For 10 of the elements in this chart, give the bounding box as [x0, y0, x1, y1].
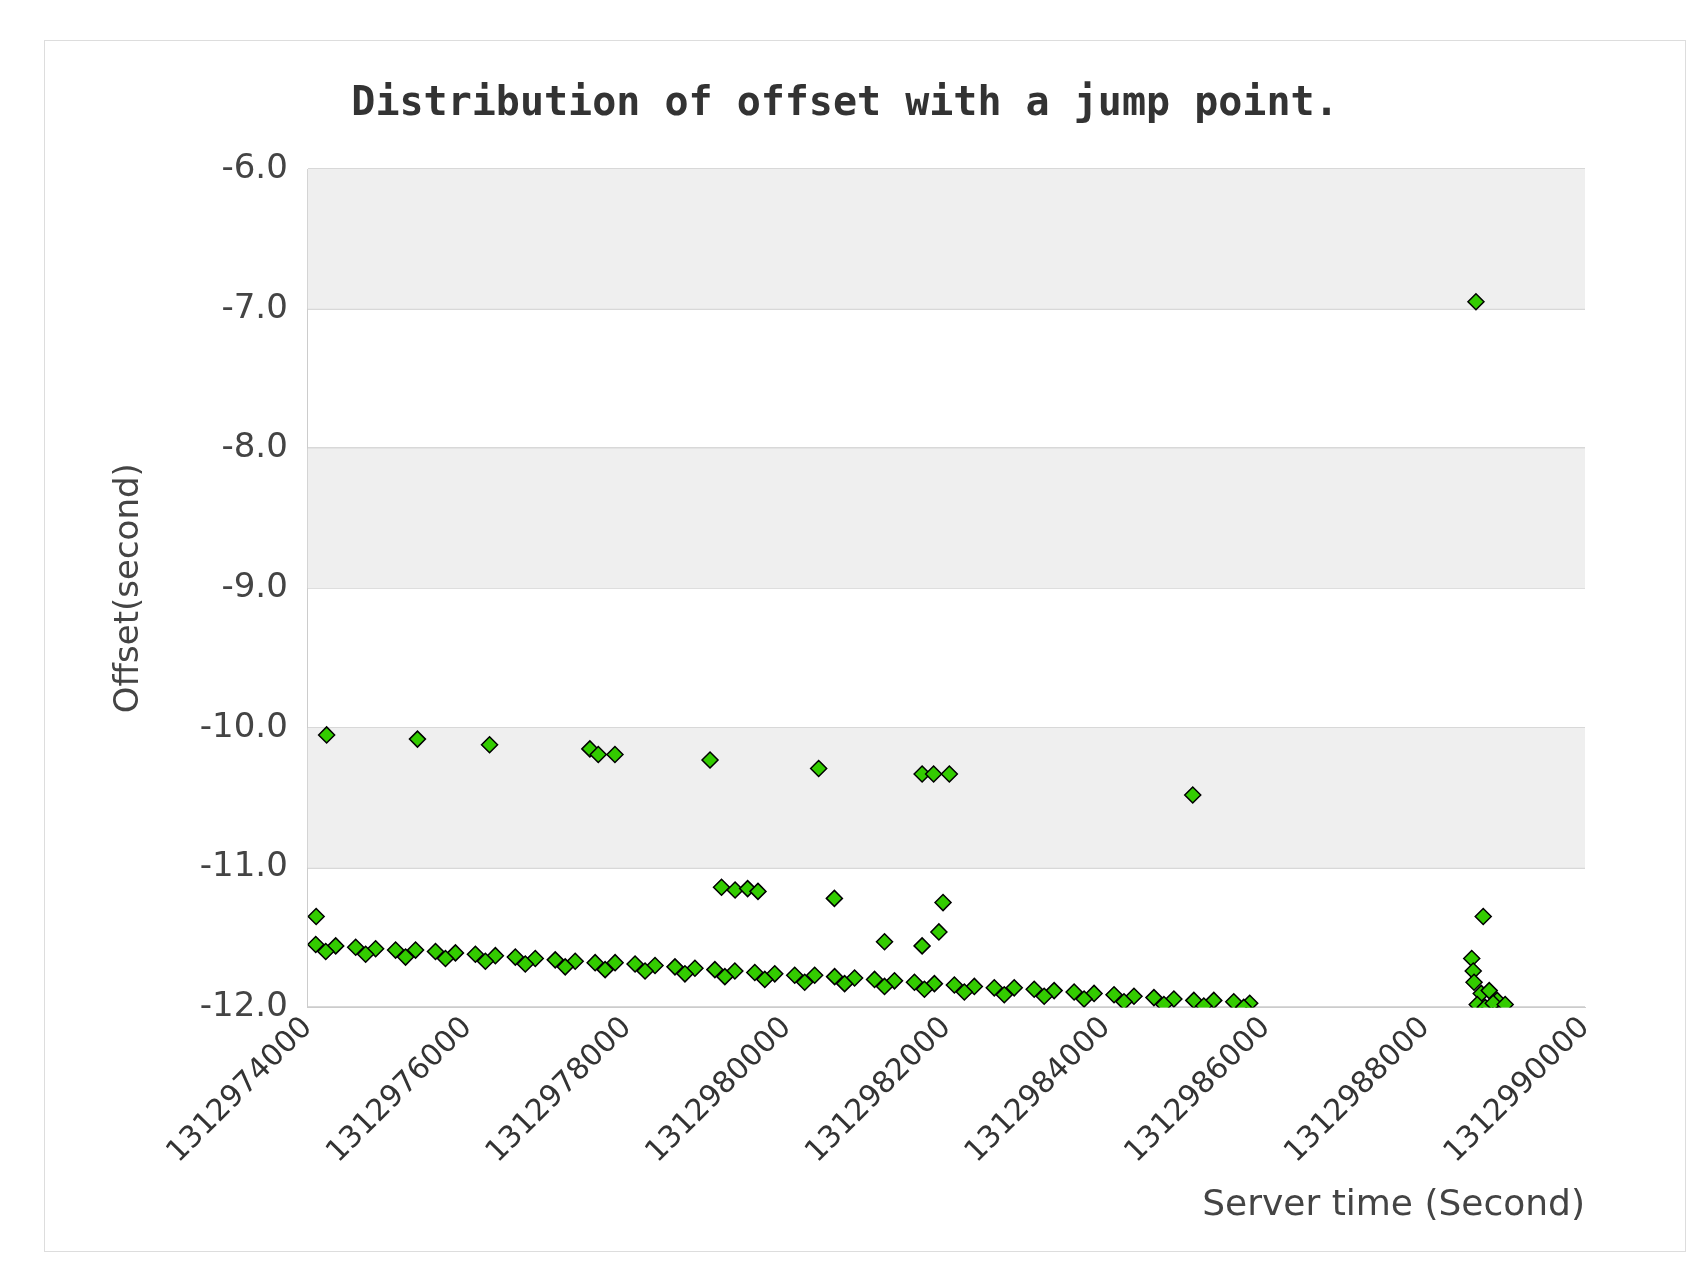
- y-axis-title: Offset(second): [106, 463, 147, 714]
- y-tick-label: -8.0: [221, 425, 288, 466]
- y-tick-label: -7.0: [221, 285, 288, 326]
- y-tick-label: -12.0: [199, 984, 288, 1025]
- y-tick-label: -11.0: [199, 844, 288, 885]
- y-tick-label: -10.0: [199, 704, 288, 745]
- x-axis-title: Server time (Second): [1202, 1181, 1585, 1223]
- y-tick-label: -6.0: [221, 145, 288, 186]
- chart-title: Distribution of offset with a jump point.: [351, 78, 1339, 125]
- y-tick-label: -9.0: [221, 565, 288, 606]
